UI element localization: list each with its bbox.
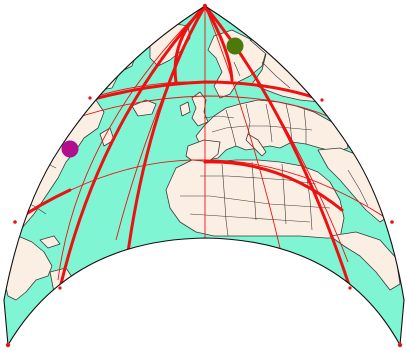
projection-outline [3, 5, 405, 347]
land-africa [165, 159, 345, 239]
land-iberia [185, 139, 221, 163]
meridian-bold-1 [126, 6, 207, 254]
land-caribbean-island [39, 235, 61, 249]
magenta-marker[interactable] [61, 140, 79, 158]
meridian-bold-3 [203, 6, 352, 290]
land-ireland [179, 101, 191, 117]
land-southern-edge [329, 231, 401, 291]
meridian-bold-4 [173, 6, 207, 84]
land-iceland [131, 99, 157, 117]
parallel-bold-3 [203, 160, 344, 212]
outline-vertices [5, 3, 403, 348]
meridian-bold-5 [203, 6, 234, 82]
meridian-bold-2 [58, 6, 207, 290]
land-central-america [4, 235, 53, 301]
green-marker[interactable] [226, 37, 244, 55]
parallel-bold-1 [88, 80, 324, 102]
